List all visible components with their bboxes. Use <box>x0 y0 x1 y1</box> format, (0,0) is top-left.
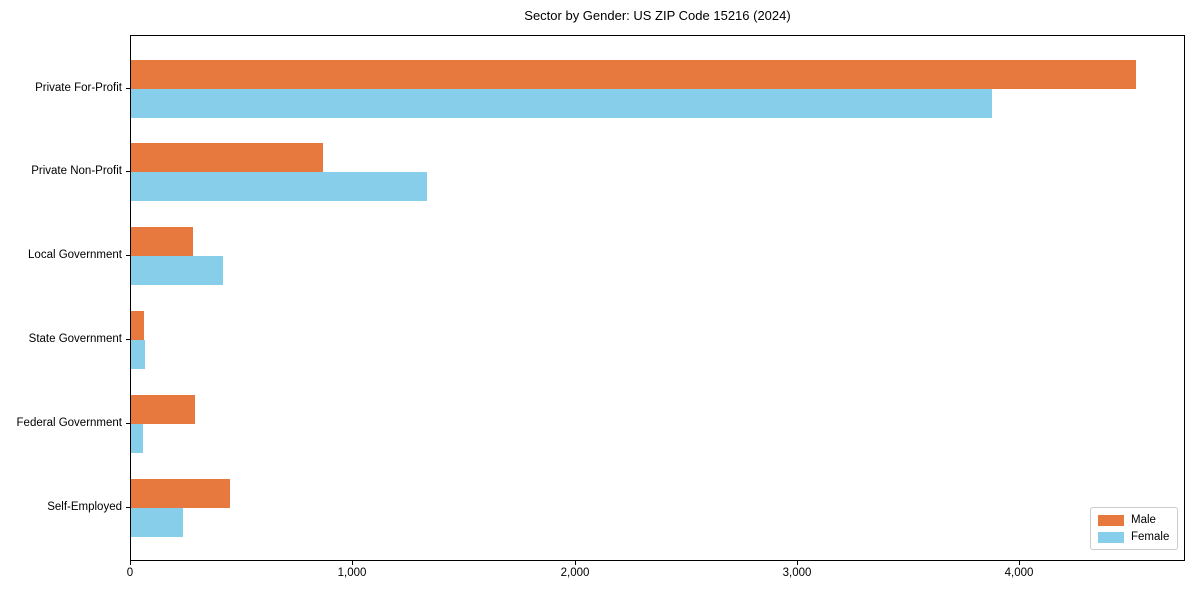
x-tick-mark <box>575 561 576 565</box>
x-tick-mark <box>797 561 798 565</box>
bar-female-self-employed <box>131 508 183 537</box>
x-tick-label-4-000: 4,000 <box>1004 567 1034 579</box>
bar-male-local-government <box>131 227 193 257</box>
x-tick-label-1-000: 1,000 <box>337 567 367 579</box>
y-tick-label-self-employed: Self-Employed <box>47 501 122 513</box>
x-tick-label-0: 0 <box>126 567 134 579</box>
bar-male-self-employed <box>131 479 230 508</box>
bar-female-federal-government <box>131 424 143 454</box>
bar-male-state-government <box>131 311 144 341</box>
x-tick-mark <box>130 561 131 565</box>
y-tick-label-state-government: State Government <box>28 333 122 346</box>
y-tick-mark <box>126 255 130 257</box>
legend-label-female: Female <box>1131 531 1170 543</box>
legend-label-male: Male <box>1131 514 1156 526</box>
legend-entry-female: Female <box>1098 531 1170 543</box>
bar-male-federal-government <box>131 395 195 425</box>
bar-male-private-for-profit <box>131 59 1136 89</box>
y-tick-mark <box>126 507 130 508</box>
x-tick-label-3-000: 3,000 <box>782 567 812 579</box>
legend: Male Female <box>1090 507 1178 550</box>
y-tick-mark <box>126 423 130 425</box>
y-tick-mark <box>126 171 130 173</box>
y-tick-label-local-government: Local Government <box>28 249 122 262</box>
y-tick-label-private-for-profit: Private For-Profit <box>35 81 122 94</box>
plot-area <box>130 35 1185 561</box>
x-tick-mark <box>1019 561 1020 565</box>
y-tick-mark <box>126 87 130 89</box>
legend-entry-male: Male <box>1098 514 1170 526</box>
y-tick-label-private-non-profit: Private Non-Profit <box>31 165 122 178</box>
bar-female-state-government <box>131 340 145 370</box>
legend-swatch-male <box>1098 514 1124 526</box>
x-tick-label-2-000: 2,000 <box>560 567 590 579</box>
chart-title: Sector by Gender: US ZIP Code 15216 (202… <box>524 8 791 23</box>
bar-female-private-non-profit <box>131 172 427 202</box>
y-tick-mark <box>126 339 130 341</box>
y-tick-label-federal-government: Federal Government <box>16 417 122 430</box>
bar-female-private-for-profit <box>131 88 992 118</box>
bar-male-private-non-profit <box>131 143 323 173</box>
legend-swatch-female <box>1098 531 1124 543</box>
x-tick-mark <box>352 561 353 565</box>
bar-female-local-government <box>131 256 223 286</box>
